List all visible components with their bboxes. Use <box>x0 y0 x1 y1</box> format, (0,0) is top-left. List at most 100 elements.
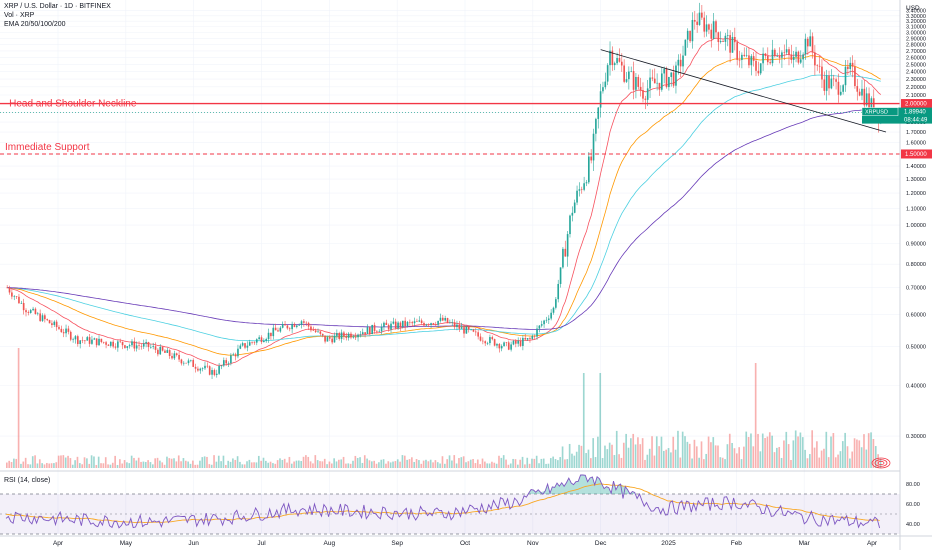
volume-bar <box>22 461 25 468</box>
candle-body <box>345 336 348 338</box>
neckline-label[interactable]: - Head and Shoulder Neckline <box>3 99 137 110</box>
volume-bar <box>441 456 444 468</box>
candle-body <box>133 341 136 349</box>
volume-bar <box>681 431 684 468</box>
candle-body <box>27 312 30 313</box>
candle-body <box>79 340 82 345</box>
price-axis[interactable]: USD <box>899 0 920 550</box>
candle-body <box>736 42 739 60</box>
candle-body <box>776 56 779 57</box>
candle-body <box>293 323 296 327</box>
candle-body <box>232 354 235 356</box>
time-axis-label[interactable]: Mar <box>799 540 811 547</box>
candle-body <box>131 341 133 346</box>
candle-body <box>190 360 192 361</box>
time-axis-label[interactable]: Jun <box>188 540 199 547</box>
volume-bar <box>314 455 317 468</box>
volume-bar <box>655 436 658 468</box>
time-axis-label[interactable]: Dec <box>595 540 607 547</box>
ema-100-line <box>7 74 881 342</box>
volume-bar <box>31 456 34 468</box>
candle-body <box>432 323 435 325</box>
candlesticks <box>6 2 882 380</box>
candle-body <box>201 368 204 369</box>
symbol-title[interactable]: XRP / U.S. Dollar · 1D · BITFINEX <box>4 3 111 10</box>
candle-body <box>409 321 411 323</box>
time-axis-label[interactable]: Aug <box>324 540 336 547</box>
volume-bar <box>359 457 361 468</box>
candle-body <box>338 333 341 339</box>
volume-bar <box>295 460 298 468</box>
volume-bar <box>801 437 804 468</box>
candle-body <box>173 353 176 359</box>
volume-bar <box>302 456 305 468</box>
volume-bar <box>217 455 220 468</box>
volume-bar <box>13 458 15 468</box>
time-axis-label[interactable]: Feb <box>731 540 743 547</box>
volume-bar <box>622 442 625 468</box>
time-axis-label[interactable]: Apr <box>867 540 878 547</box>
time-axis-label[interactable]: 2025 <box>661 540 676 547</box>
volume-bar <box>663 450 665 468</box>
volume-bar <box>253 462 255 468</box>
candle-body <box>564 248 567 257</box>
volume-bar <box>418 460 420 468</box>
candle-body <box>816 65 819 66</box>
candle-body <box>317 331 319 333</box>
candle-body <box>213 370 216 375</box>
volume-bar <box>323 458 326 468</box>
time-axis-label[interactable]: Nov <box>527 540 539 547</box>
volume-bar <box>429 459 432 468</box>
candle-body <box>616 58 618 64</box>
volume-bar <box>653 455 656 468</box>
volume-bar <box>502 455 505 468</box>
volume-bar <box>100 463 102 468</box>
rsi-title: RSI (14, close) <box>4 477 50 484</box>
candle-body <box>729 35 731 53</box>
support-label[interactable]: Immediate Support <box>5 142 90 153</box>
candle-body <box>319 331 322 334</box>
volume-bar <box>773 452 776 468</box>
candle-body <box>592 133 595 161</box>
time-axis-labels[interactable]: Apr May Jun Jul Aug Sep Oct Nov Dec 2025 Feb Mar Apr <box>53 540 878 547</box>
volume-bar <box>519 459 522 468</box>
volume-bar <box>149 462 152 468</box>
time-axis-label[interactable]: May <box>120 540 133 547</box>
volume-bar <box>714 445 717 468</box>
time-axis-label[interactable]: Jul <box>257 540 266 547</box>
volume-bar <box>363 455 366 468</box>
volume-bar <box>491 461 493 468</box>
volume-bar <box>144 461 147 468</box>
volume-bar <box>290 463 293 468</box>
candle-body <box>267 332 270 340</box>
candle-body <box>484 341 487 344</box>
candle-body <box>211 370 213 375</box>
ema-legend[interactable]: EMA 20/50/100/200 <box>4 21 66 28</box>
candle-body <box>604 81 607 88</box>
descending-trendline[interactable] <box>600 49 887 133</box>
candle-body <box>6 287 9 289</box>
volume-bar <box>481 458 484 468</box>
volume-bar <box>411 457 413 468</box>
candle-body <box>390 323 392 330</box>
candle-body <box>802 54 804 60</box>
candle-body <box>701 12 703 18</box>
volume-bar <box>604 445 606 468</box>
candle-body <box>500 346 503 349</box>
time-axis-label[interactable]: Apr <box>53 540 64 547</box>
volume-bar <box>493 462 496 468</box>
volume-bar <box>394 461 397 468</box>
volume-legend[interactable]: Vol · XRP <box>4 12 35 19</box>
time-axis-label[interactable]: Oct <box>460 540 470 547</box>
price-tick-label: 1.40000 <box>906 164 926 170</box>
volume-bar <box>43 464 46 468</box>
candle-body <box>632 71 635 90</box>
candle-body <box>566 234 569 257</box>
volume-bar <box>116 464 119 468</box>
time-axis-label[interactable]: Sep <box>391 540 403 547</box>
volume-bar <box>867 433 870 468</box>
volume-bar <box>809 454 811 468</box>
target-icon[interactable] <box>871 457 891 469</box>
candle-body <box>84 340 86 342</box>
